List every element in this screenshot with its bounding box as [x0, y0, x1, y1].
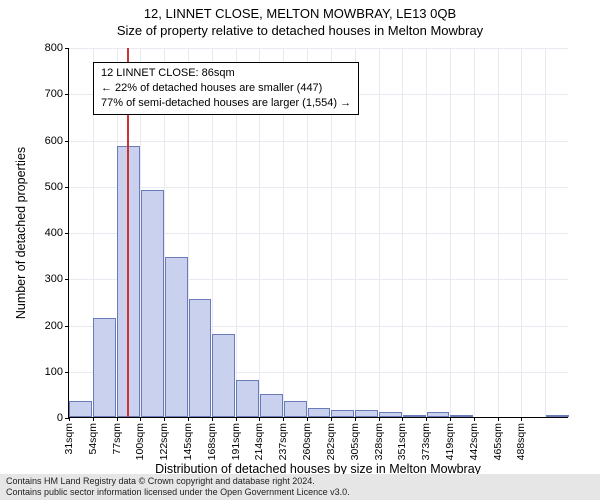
- histogram-bar: [284, 401, 307, 417]
- x-tick-mark: [331, 417, 332, 421]
- histogram-bar: [236, 380, 259, 417]
- y-tick-mark: [65, 326, 69, 327]
- x-tick-mark: [426, 417, 427, 421]
- x-tick-label: 77sqm: [111, 423, 123, 455]
- x-tick-mark: [212, 417, 213, 421]
- x-tick-mark: [140, 417, 141, 421]
- x-tick-label: 351sqm: [396, 423, 408, 460]
- y-tick-label: 700: [45, 88, 63, 100]
- histogram-bar: [450, 415, 473, 417]
- histogram-bar: [189, 299, 212, 417]
- gridline-v: [545, 48, 546, 417]
- histogram-bar: [427, 412, 450, 417]
- gridline-v: [521, 48, 522, 417]
- histogram-bar: [260, 394, 283, 417]
- y-tick-mark: [65, 48, 69, 49]
- page-title-subtitle: Size of property relative to detached ho…: [0, 21, 600, 38]
- x-tick-label: 237sqm: [277, 423, 289, 460]
- histogram-bar: [141, 190, 164, 417]
- annotation-line: 12 LINNET CLOSE: 86sqm: [101, 66, 351, 81]
- y-axis-label: Number of detached properties: [14, 48, 28, 418]
- chart-plot-area: 010020030040050060070080031sqm54sqm77sqm…: [68, 48, 568, 418]
- y-tick-label: 400: [45, 227, 63, 239]
- x-tick-label: 191sqm: [230, 423, 242, 460]
- histogram-bar: [93, 318, 116, 417]
- annotation-line: 77% of semi-detached houses are larger (…: [101, 96, 351, 111]
- x-tick-mark: [117, 417, 118, 421]
- histogram-bar: [69, 401, 92, 417]
- annotation-line: ← 22% of detached houses are smaller (44…: [101, 81, 351, 96]
- x-tick-label: 168sqm: [206, 423, 218, 460]
- x-tick-label: 31sqm: [63, 423, 75, 455]
- x-tick-label: 305sqm: [349, 423, 361, 460]
- histogram-bar: [546, 415, 569, 417]
- histogram-bar: [355, 410, 378, 417]
- histogram-bar: [403, 415, 426, 417]
- x-tick-mark: [498, 417, 499, 421]
- x-tick-mark: [188, 417, 189, 421]
- x-tick-label: 122sqm: [158, 423, 170, 460]
- histogram-bar: [212, 334, 235, 417]
- gridline-v: [474, 48, 475, 417]
- x-tick-mark: [259, 417, 260, 421]
- y-tick-label: 800: [45, 42, 63, 54]
- gridline-v: [379, 48, 380, 417]
- y-tick-label: 200: [45, 320, 63, 332]
- annotation-box: 12 LINNET CLOSE: 86sqm← 22% of detached …: [93, 62, 359, 115]
- x-tick-label: 373sqm: [420, 423, 432, 460]
- histogram-bar: [308, 408, 331, 417]
- x-tick-label: 328sqm: [373, 423, 385, 460]
- x-tick-label: 488sqm: [515, 423, 527, 460]
- x-tick-label: 282sqm: [325, 423, 337, 460]
- y-tick-mark: [65, 372, 69, 373]
- x-tick-label: 145sqm: [182, 423, 194, 460]
- x-tick-mark: [69, 417, 70, 421]
- x-tick-mark: [307, 417, 308, 421]
- y-tick-mark: [65, 233, 69, 234]
- chart-container: 12, LINNET CLOSE, MELTON MOWBRAY, LE13 0…: [0, 0, 600, 500]
- y-tick-mark: [65, 94, 69, 95]
- x-tick-mark: [521, 417, 522, 421]
- x-tick-mark: [474, 417, 475, 421]
- x-tick-mark: [355, 417, 356, 421]
- x-tick-label: 214sqm: [253, 423, 265, 460]
- gridline-v: [450, 48, 451, 417]
- x-tick-label: 54sqm: [87, 423, 99, 455]
- footer-line1: Contains HM Land Registry data © Crown c…: [6, 476, 594, 487]
- x-tick-label: 465sqm: [492, 423, 504, 460]
- y-tick-label: 100: [45, 366, 63, 378]
- gridline-h: [69, 48, 568, 49]
- x-tick-mark: [283, 417, 284, 421]
- y-tick-label: 600: [45, 135, 63, 147]
- footer-line2: Contains public sector information licen…: [6, 487, 594, 498]
- y-tick-label: 500: [45, 181, 63, 193]
- x-tick-mark: [236, 417, 237, 421]
- gridline-v: [498, 48, 499, 417]
- x-tick-mark: [93, 417, 94, 421]
- gridline-v: [402, 48, 403, 417]
- plot-frame: 010020030040050060070080031sqm54sqm77sqm…: [68, 48, 568, 418]
- x-tick-mark: [450, 417, 451, 421]
- x-tick-label: 419sqm: [444, 423, 456, 460]
- gridline-h: [69, 141, 568, 142]
- footer-attribution: Contains HM Land Registry data © Crown c…: [0, 474, 600, 500]
- y-tick-mark: [65, 187, 69, 188]
- x-tick-mark: [402, 417, 403, 421]
- x-tick-mark: [379, 417, 380, 421]
- histogram-bar: [165, 257, 188, 417]
- gridline-h: [69, 187, 568, 188]
- y-tick-mark: [65, 141, 69, 142]
- x-tick-mark: [164, 417, 165, 421]
- gridline-v: [426, 48, 427, 417]
- y-tick-mark: [65, 279, 69, 280]
- histogram-bar: [331, 410, 354, 417]
- x-tick-label: 100sqm: [134, 423, 146, 460]
- page-title-address: 12, LINNET CLOSE, MELTON MOWBRAY, LE13 0…: [0, 0, 600, 21]
- histogram-bar: [379, 412, 402, 417]
- x-tick-label: 260sqm: [301, 423, 313, 460]
- y-tick-label: 300: [45, 273, 63, 285]
- x-tick-label: 442sqm: [468, 423, 480, 460]
